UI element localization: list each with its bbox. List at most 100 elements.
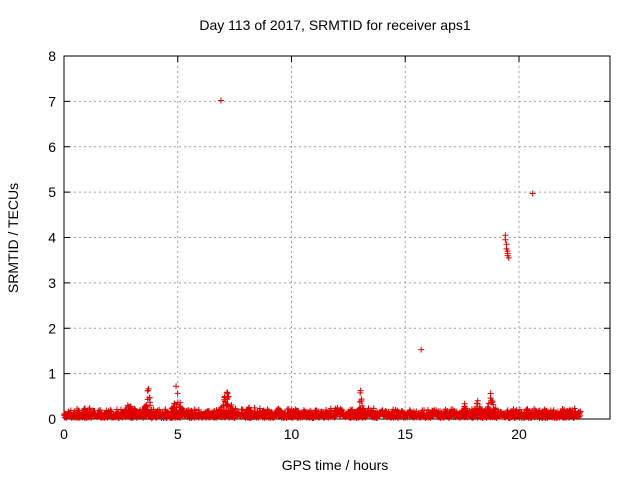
data-point (477, 405, 484, 412)
data-point (170, 403, 177, 410)
x-tick-label: 20 (511, 426, 527, 442)
x-tick-label: 10 (284, 426, 300, 442)
x-tick-label: 0 (60, 426, 68, 442)
data-point (147, 402, 154, 409)
data-point (472, 408, 479, 415)
data-point (485, 400, 492, 407)
data-point (118, 409, 125, 416)
y-tick-label: 6 (48, 139, 56, 155)
data-point (504, 407, 511, 414)
data-point (247, 408, 254, 415)
chart-title: Day 113 of 2017, SRMTID for receiver aps… (199, 17, 471, 33)
data-point (217, 97, 224, 104)
data-point (418, 346, 425, 353)
data-point (132, 410, 139, 417)
data-point (361, 409, 368, 416)
y-tick-label: 3 (48, 275, 56, 291)
data-point (529, 190, 536, 197)
data-point (177, 399, 184, 406)
data-point (219, 403, 226, 410)
data-point (173, 408, 180, 415)
data-point (176, 403, 183, 410)
data-point (458, 410, 465, 417)
y-tick-label: 4 (48, 230, 56, 246)
data-point (505, 254, 512, 261)
data-point (357, 405, 364, 412)
data-point (179, 408, 186, 415)
data-point (146, 394, 153, 401)
data-point (223, 389, 230, 396)
data-point (224, 394, 231, 401)
data-point (228, 402, 235, 409)
data-point (487, 395, 494, 402)
data-point (86, 405, 93, 412)
data-point (148, 408, 155, 415)
data-point (145, 385, 152, 392)
data-point (174, 390, 181, 397)
data-point (221, 408, 228, 415)
data-point (251, 404, 258, 411)
data-point (502, 236, 509, 243)
data-point (474, 397, 481, 404)
data-point (461, 406, 468, 413)
data-point (220, 396, 227, 403)
y-tick-label: 0 (48, 411, 56, 427)
data-point (421, 407, 428, 414)
data-point (536, 407, 543, 414)
y-tick-label: 8 (48, 48, 56, 64)
data-point (358, 396, 365, 403)
y-tick-label: 7 (48, 93, 56, 109)
x-tick-label: 15 (397, 426, 413, 442)
axis-ticks: 0 5 10 15 20 0 1 2 3 4 5 6 7 8 (48, 48, 610, 442)
y-tick-label: 5 (48, 184, 56, 200)
data-point (464, 410, 471, 417)
data-point (142, 404, 149, 411)
data-point (484, 403, 491, 410)
data-point (489, 398, 496, 405)
data-point (147, 411, 154, 418)
data-point (172, 411, 179, 418)
data-point (122, 406, 129, 413)
data-point (225, 403, 232, 410)
data-point (125, 404, 132, 411)
data-point (482, 408, 489, 415)
data-point (457, 409, 464, 416)
data-point (132, 409, 139, 416)
data-point (577, 412, 584, 419)
data-point (370, 405, 377, 412)
data-point (571, 405, 578, 412)
x-tick-label: 5 (174, 426, 182, 442)
data-point (355, 409, 362, 416)
grid-lines (64, 56, 610, 419)
data-point (107, 407, 114, 414)
y-tick-label: 1 (48, 366, 56, 382)
data-point (354, 410, 361, 417)
data-point (504, 248, 511, 255)
data-point (230, 407, 237, 414)
data-point (523, 406, 530, 413)
data-point (216, 406, 223, 413)
data-point (357, 389, 364, 396)
data-point (97, 407, 104, 414)
data-point (191, 407, 198, 414)
y-axis-label: SRMTID / TECUs (5, 183, 21, 293)
data-point (379, 407, 386, 414)
data-point (360, 408, 367, 415)
data-point (221, 393, 228, 400)
y-tick-label: 2 (48, 320, 56, 336)
data-point (67, 407, 74, 414)
data-point (248, 411, 255, 418)
data-point (488, 399, 495, 406)
data-point (142, 408, 149, 415)
data-point (238, 406, 245, 413)
data-point (171, 400, 178, 407)
data-point (491, 408, 498, 415)
data-point (339, 407, 346, 414)
data-point (312, 407, 319, 414)
data-point (173, 383, 180, 390)
data-point (461, 400, 468, 407)
data-point (217, 406, 224, 413)
data-points (61, 97, 584, 422)
x-axis-label: GPS time / hours (282, 457, 389, 473)
